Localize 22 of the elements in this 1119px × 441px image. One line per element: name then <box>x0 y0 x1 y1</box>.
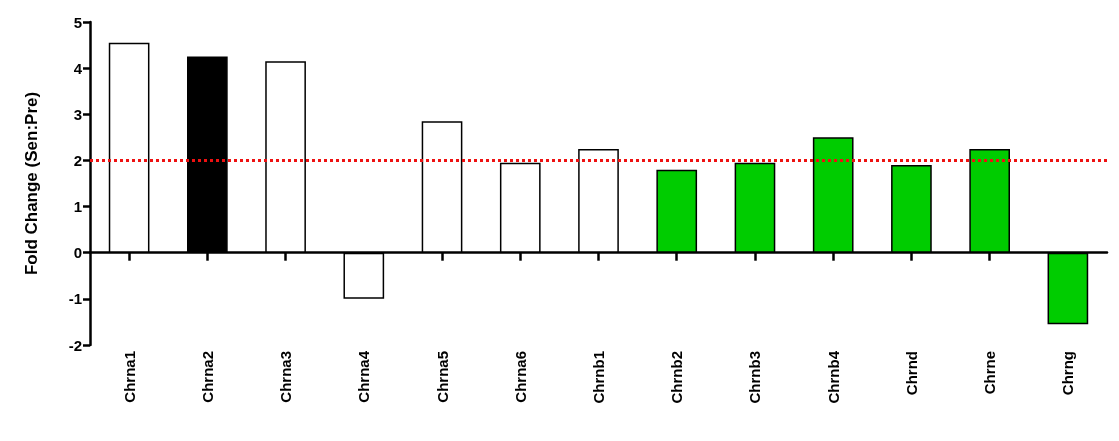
x-tick-label: Chrnb4 <box>824 350 842 404</box>
x-tick-label: Chrna4 <box>355 350 373 403</box>
x-tick-label: Chrne <box>981 351 999 395</box>
y-tick-label: -1 <box>68 290 82 308</box>
y-tick-label: 2 <box>73 151 82 169</box>
y-tick-label: 3 <box>73 105 82 123</box>
x-tick-label: Chrnd <box>902 351 920 396</box>
x-tick-label: Chrnb1 <box>590 351 607 404</box>
x-tick-label: Chrnb3 <box>746 351 764 404</box>
x-tick-label: Chrna6 <box>511 351 529 403</box>
y-tick-label: 0 <box>73 244 82 262</box>
y-tick-label: 5 <box>73 13 82 31</box>
y-tick-label: 4 <box>73 59 83 77</box>
y-tick-label: 1 <box>73 198 82 216</box>
y-axis-title: Fold Change (Sen:Pre) <box>22 91 41 276</box>
x-tick-label: Chrnb2 <box>668 351 686 404</box>
x-tick-label: Chrna2 <box>198 351 216 403</box>
x-tick-label: Chrna1 <box>120 351 138 403</box>
x-tick-label: Chrna5 <box>433 351 451 403</box>
x-tick-label: Chrng <box>1059 351 1077 396</box>
y-tick-label: -2 <box>68 336 82 354</box>
x-tick-label: Chrna3 <box>277 351 295 403</box>
